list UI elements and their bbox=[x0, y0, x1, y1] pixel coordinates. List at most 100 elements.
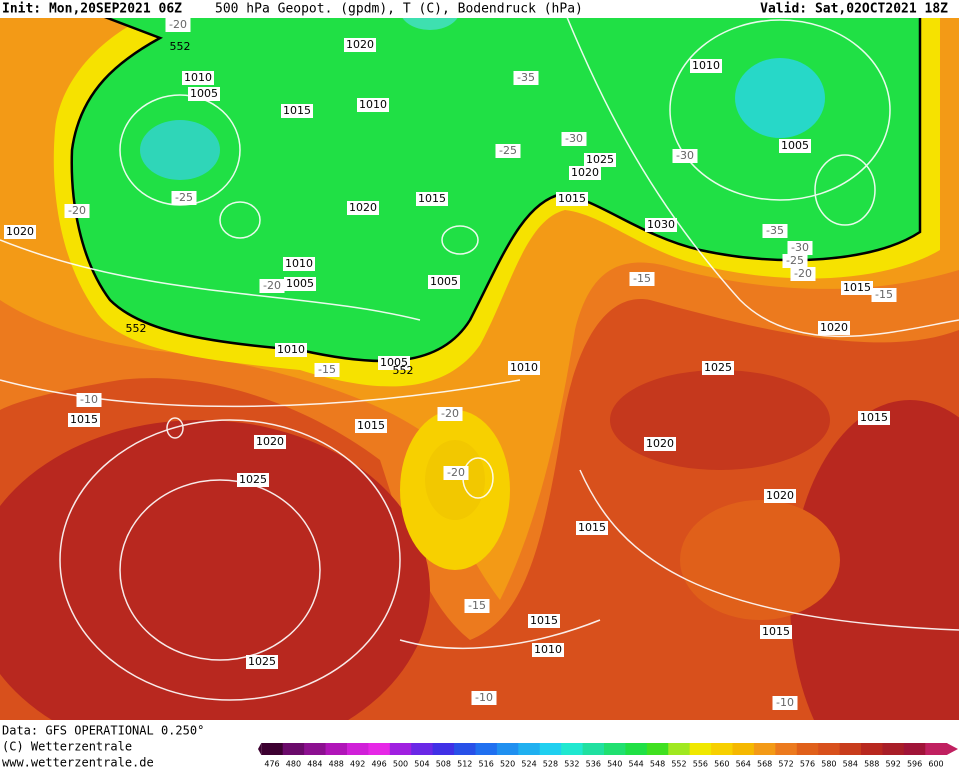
pressure-label: 1020 bbox=[6, 225, 34, 238]
geopotential-label: 552 bbox=[393, 364, 414, 377]
colorbar-swatch bbox=[753, 743, 776, 755]
pressure-label: 1015 bbox=[578, 521, 606, 534]
colorbar-label: 516 bbox=[479, 760, 494, 769]
pressure-label: 1025 bbox=[704, 361, 732, 374]
temperature-label: -10 bbox=[80, 393, 98, 406]
colorbar-swatch bbox=[496, 743, 519, 755]
pressure-label-box bbox=[378, 356, 410, 370]
pressure-label-box bbox=[645, 218, 677, 232]
pressure-label-box bbox=[690, 59, 722, 73]
pressure-label-box bbox=[858, 411, 890, 425]
colorbar-swatch bbox=[818, 743, 841, 755]
pressure-label: 1010 bbox=[534, 643, 562, 656]
temperature-label-box bbox=[871, 288, 897, 302]
colorbar-swatch bbox=[346, 743, 369, 755]
colorbar-swatch bbox=[261, 743, 284, 755]
temperature-label-box bbox=[165, 18, 191, 32]
temperature-label-box bbox=[672, 149, 698, 163]
colorbar-swatch bbox=[432, 743, 455, 755]
geopotential-label: 552 bbox=[126, 322, 147, 335]
colorbar-label: 596 bbox=[907, 760, 922, 769]
map-labels: 1020 1010 1005 1015 1010 1010 1005 1025 1020 1015… bbox=[4, 18, 897, 710]
pressure-label: 1005 bbox=[781, 139, 809, 152]
pressure-label: 1020 bbox=[349, 201, 377, 214]
temperature-label: -10 bbox=[776, 696, 794, 709]
colorbar-swatch bbox=[389, 743, 412, 755]
temperature-label: -20 bbox=[441, 407, 459, 420]
temperature-label: -10 bbox=[475, 691, 493, 704]
pressure-label: 1005 bbox=[430, 275, 458, 288]
pressure-label: 1005 bbox=[190, 87, 218, 100]
temperature-label: -35 bbox=[766, 224, 784, 237]
pressure-label-box bbox=[644, 437, 676, 451]
pressure-label-box bbox=[584, 153, 616, 167]
temperature-label-box bbox=[443, 466, 469, 480]
colorbar-swatch bbox=[304, 743, 327, 755]
colorbar-label: 544 bbox=[628, 760, 643, 769]
colorbar-label: 564 bbox=[736, 760, 751, 769]
pressure-label: 1010 bbox=[692, 59, 720, 72]
pressure-label-box bbox=[428, 275, 460, 289]
colorbar-label: 548 bbox=[650, 760, 665, 769]
temperature-label: -15 bbox=[875, 288, 893, 301]
temperature-label: -15 bbox=[468, 599, 486, 612]
temperature-label-box bbox=[762, 224, 788, 238]
temperature-label: -20 bbox=[68, 204, 86, 217]
colorbar-label: 500 bbox=[393, 760, 408, 769]
colorbar-label: 580 bbox=[821, 760, 836, 769]
pressure-label: 1030 bbox=[647, 218, 675, 231]
temperature-label-box bbox=[629, 272, 655, 286]
pressure-label: 1020 bbox=[820, 321, 848, 334]
pressure-label: 1015 bbox=[843, 281, 871, 294]
temperature-label: -30 bbox=[565, 132, 583, 145]
pressure-label: 1015 bbox=[530, 614, 558, 627]
temperature-label-box bbox=[513, 71, 539, 85]
temperature-label-box bbox=[772, 696, 798, 710]
pressure-label-box bbox=[818, 321, 850, 335]
pressure-label: 1015 bbox=[558, 192, 586, 205]
colorbar-end bbox=[258, 743, 262, 755]
colorbar-end bbox=[946, 743, 958, 755]
pressure-label: 1020 bbox=[256, 435, 284, 448]
pressure-label: 1010 bbox=[277, 343, 305, 356]
pressure-label-box bbox=[779, 139, 811, 153]
pressure-label: 1015 bbox=[418, 192, 446, 205]
header-bar bbox=[0, 0, 959, 18]
colorbar-label: 528 bbox=[543, 760, 558, 769]
pressure-label-box bbox=[532, 643, 564, 657]
temperature-label-box bbox=[790, 267, 816, 281]
valid-time: Valid: Sat,02OCT2021 18Z bbox=[760, 2, 948, 17]
pressure-label: 1020 bbox=[571, 166, 599, 179]
pressure-label-box bbox=[355, 419, 387, 433]
geopotential-label: 552 bbox=[170, 40, 191, 53]
pressure-label-box bbox=[760, 625, 792, 639]
pressure-label-box bbox=[416, 192, 448, 206]
temperature-label-box bbox=[259, 279, 285, 293]
temperature-label-box bbox=[495, 144, 521, 158]
colorbar-swatch bbox=[689, 743, 712, 755]
pressure-label-box bbox=[254, 435, 286, 449]
pressure-label-box bbox=[68, 413, 100, 427]
colorbar: 476 480 484 488 492 496 500 504 508 512 516 520 524 5… bbox=[258, 743, 958, 769]
temperature-label: -20 bbox=[263, 279, 281, 292]
pressure-label-box bbox=[4, 225, 36, 239]
colorbar-swatch bbox=[903, 743, 926, 755]
temperature-label: -30 bbox=[676, 149, 694, 162]
pressure-label-box bbox=[182, 71, 214, 85]
colorbar-swatch bbox=[604, 743, 626, 755]
temperature-label-box bbox=[471, 691, 497, 705]
colorbar-label: 576 bbox=[800, 760, 815, 769]
pressure-label: 1015 bbox=[70, 413, 98, 426]
colorbar-swatch bbox=[475, 743, 498, 755]
pressure-label: 1015 bbox=[762, 625, 790, 638]
temperature-label-box bbox=[314, 363, 340, 377]
pressure-label-box bbox=[344, 38, 376, 52]
colorbar-swatch bbox=[861, 743, 883, 755]
colorbar-label: 508 bbox=[436, 760, 451, 769]
colorbar-label: 600 bbox=[928, 760, 943, 769]
pressure-label-box bbox=[576, 521, 608, 535]
colorbar-swatch bbox=[454, 743, 476, 755]
colorbar-label: 504 bbox=[414, 760, 429, 769]
